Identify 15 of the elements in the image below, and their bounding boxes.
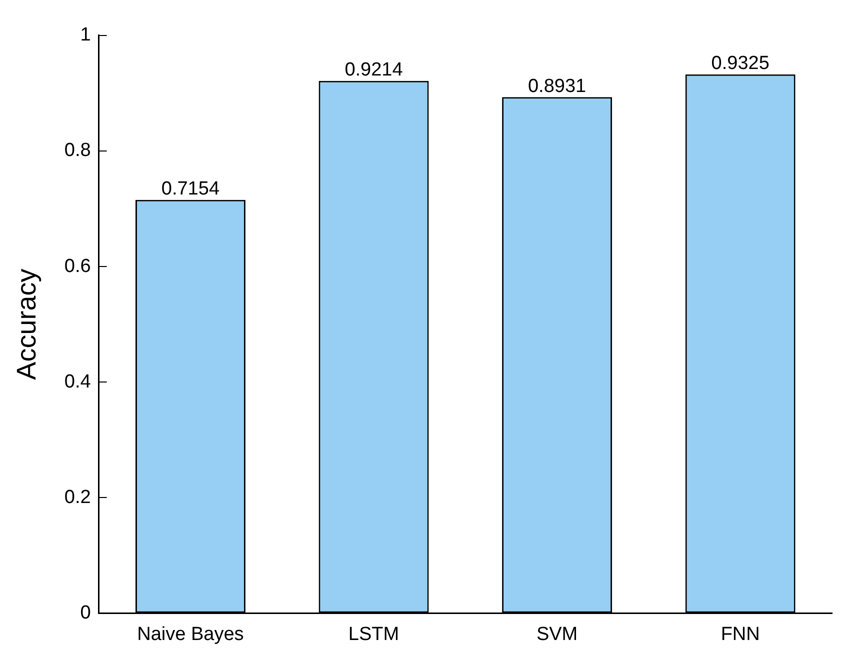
- y-tick-label: 0: [80, 602, 91, 624]
- y-tick-label: 0.4: [64, 371, 92, 392]
- data-label: 0.8931: [528, 76, 586, 97]
- data-label: 0.7154: [161, 178, 220, 200]
- y-tick-label: 0.8: [64, 140, 91, 162]
- x-tick-label: SVM: [536, 624, 578, 645]
- y-tick-label: 0.2: [64, 486, 91, 508]
- data-label: 0.9214: [344, 60, 404, 81]
- y-tick-label: 1: [80, 24, 91, 46]
- y-axis-title: Accuracy: [12, 268, 42, 380]
- x-tick-label: FNN: [720, 624, 760, 645]
- x-tick-label: Naive Bayes: [137, 624, 244, 645]
- x-tick-label: LSTM: [348, 624, 400, 645]
- data-label: 0.9325: [711, 53, 770, 74]
- y-tick-label: 0.6: [64, 256, 91, 277]
